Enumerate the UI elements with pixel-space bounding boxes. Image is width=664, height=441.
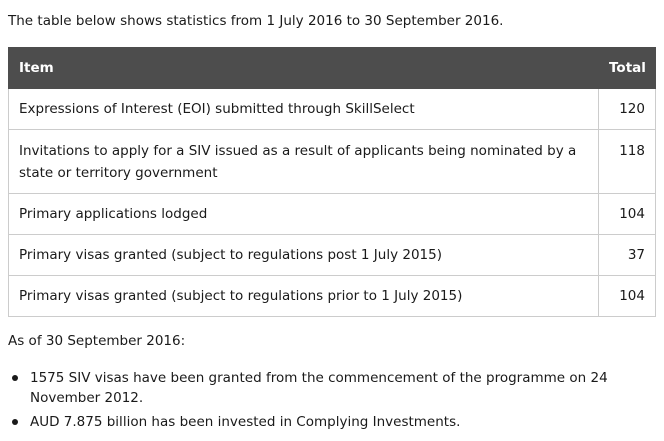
column-header-item: Item: [8, 47, 599, 89]
statistics-table: Item Total Expressions of Interest (EOI)…: [8, 47, 656, 317]
row-total-cell: 120: [598, 88, 656, 130]
fact-text: 1575 SIV visas have been granted from th…: [30, 370, 608, 406]
intro-text: The table below shows statistics from 1 …: [8, 13, 504, 29]
facts-list: 1575 SIV visas have been granted from th…: [8, 368, 608, 436]
table-header-row: Item Total: [8, 47, 656, 89]
row-total-cell: 118: [598, 129, 656, 194]
row-item-cell: Primary visas granted (subject to regula…: [8, 234, 599, 276]
row-item-cell: Primary applications lodged: [8, 193, 599, 235]
row-item-cell: Primary visas granted (subject to regula…: [8, 275, 599, 317]
row-total-cell: 104: [598, 193, 656, 235]
as-of-heading: As of 30 September 2016:: [8, 333, 186, 349]
list-item: 1575 SIV visas have been granted from th…: [8, 368, 608, 408]
table-row: Expressions of Interest (EOI) submitted …: [8, 88, 656, 130]
table-row: Primary applications lodged 104: [8, 193, 656, 235]
table-row: Invitations to apply for a SIV issued as…: [8, 129, 656, 194]
bullet-icon: [12, 419, 18, 425]
fact-text: AUD 7.875 billion has been invested in C…: [30, 414, 461, 430]
row-total-cell: 104: [598, 275, 656, 317]
list-item: AUD 7.875 billion has been invested in C…: [8, 412, 608, 432]
row-total-cell: 37: [598, 234, 656, 276]
row-item-cell: Invitations to apply for a SIV issued as…: [8, 129, 599, 194]
table-row: Primary visas granted (subject to regula…: [8, 234, 656, 276]
bullet-icon: [12, 375, 18, 381]
row-item-cell: Expressions of Interest (EOI) submitted …: [8, 88, 599, 130]
column-header-total: Total: [598, 47, 656, 89]
table-row: Primary visas granted (subject to regula…: [8, 275, 656, 317]
